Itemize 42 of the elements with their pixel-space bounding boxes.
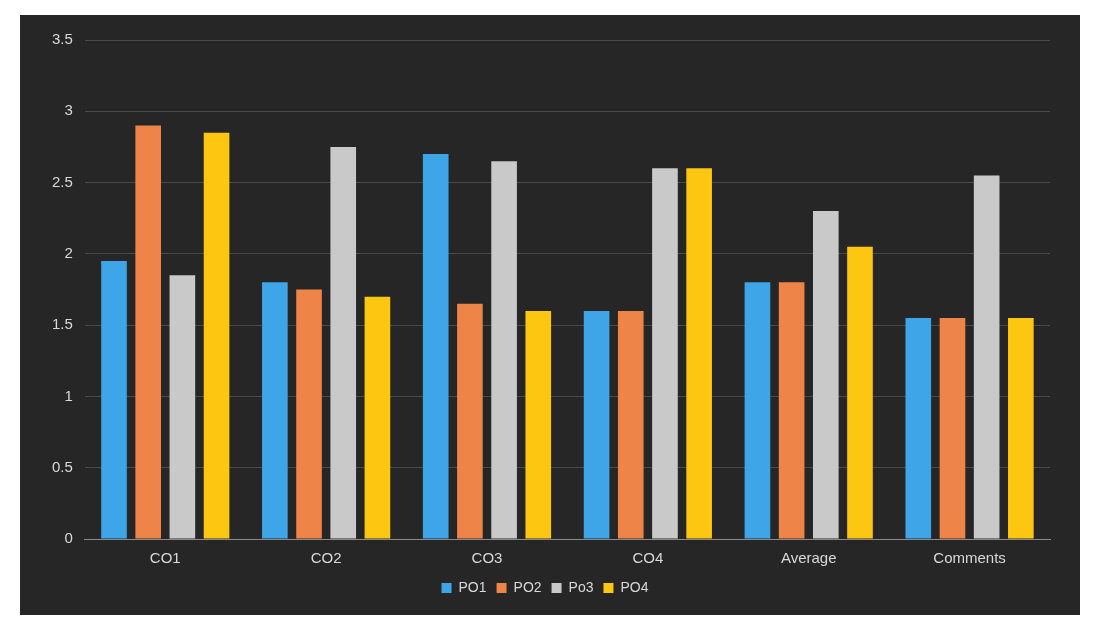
bar bbox=[617, 310, 644, 539]
bar bbox=[457, 303, 483, 539]
bar bbox=[262, 282, 288, 539]
bar bbox=[296, 289, 322, 539]
x-tick-label: CO3 bbox=[471, 549, 503, 567]
bar bbox=[686, 168, 712, 539]
bar bbox=[847, 246, 873, 539]
y-tick-label: 3.5 bbox=[51, 30, 73, 48]
bar bbox=[203, 132, 230, 539]
x-tick-label: CO2 bbox=[310, 549, 342, 567]
legend-label: PO4 bbox=[620, 578, 649, 595]
bar bbox=[744, 282, 771, 539]
bar bbox=[973, 175, 1000, 539]
bar bbox=[135, 125, 162, 539]
x-tick-label: Average bbox=[780, 549, 837, 567]
bar bbox=[422, 154, 449, 539]
bar bbox=[812, 211, 839, 539]
bar bbox=[101, 260, 127, 539]
y-tick-label: 0 bbox=[64, 529, 73, 547]
y-tick-label: 1 bbox=[64, 386, 73, 404]
bar bbox=[364, 296, 391, 539]
bar bbox=[583, 310, 610, 539]
bar bbox=[330, 146, 357, 539]
y-tick-label: 2 bbox=[64, 244, 73, 261]
bar bbox=[939, 318, 966, 539]
y-tick-label: 1.5 bbox=[51, 315, 73, 333]
y-tick-label: 0.5 bbox=[51, 457, 73, 475]
bar bbox=[1008, 318, 1034, 539]
legend-label: PO1 bbox=[458, 578, 487, 595]
x-tick-label: CO1 bbox=[149, 549, 181, 567]
y-tick-label: 3 bbox=[64, 101, 73, 119]
bar bbox=[778, 282, 805, 539]
bar bbox=[491, 161, 517, 539]
x-tick-label: CO4 bbox=[632, 549, 664, 567]
bar bbox=[169, 275, 196, 539]
y-tick-label: 2.5 bbox=[51, 172, 73, 190]
bar bbox=[905, 318, 932, 539]
legend-label: PO2 bbox=[513, 578, 542, 595]
legend-label: Po3 bbox=[568, 578, 594, 595]
bar bbox=[652, 168, 678, 539]
x-tick-label: Comments bbox=[933, 549, 1006, 567]
bar bbox=[525, 310, 552, 539]
